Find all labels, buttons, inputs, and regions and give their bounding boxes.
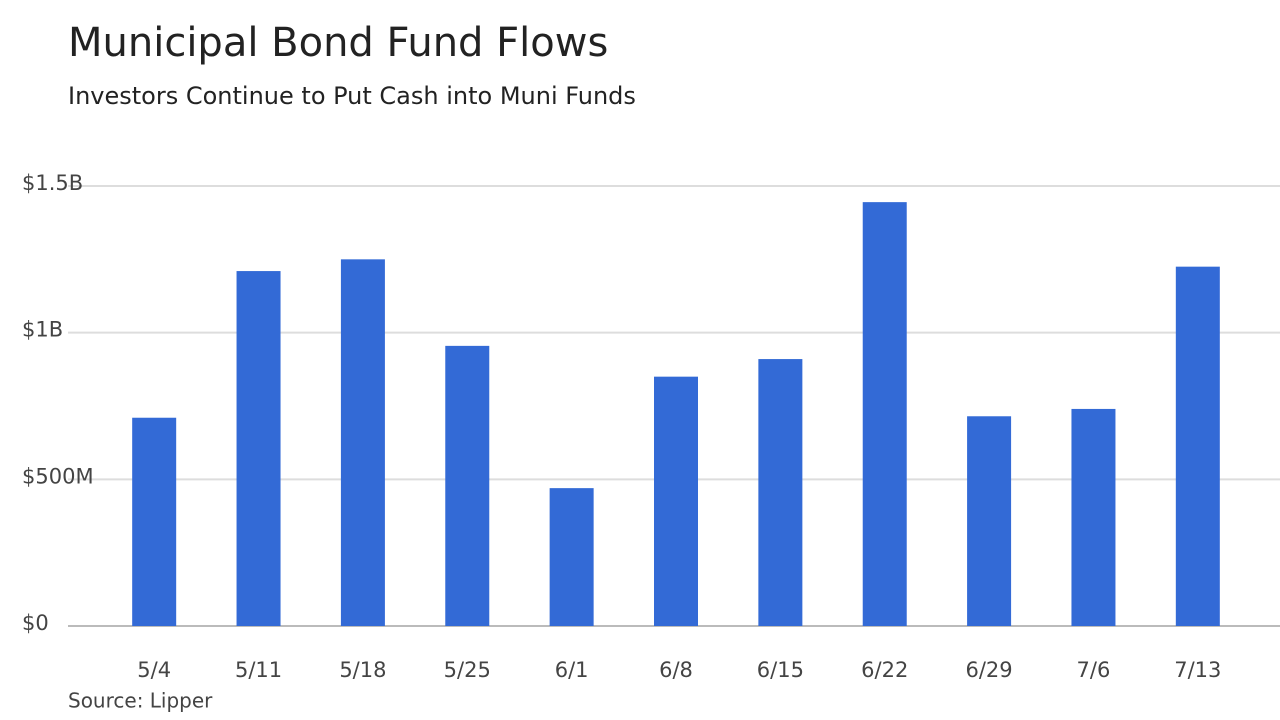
x-tick-label: 7/13 xyxy=(1174,658,1221,682)
y-tick-label: $1B xyxy=(22,318,63,342)
x-tick-label: 5/18 xyxy=(339,658,386,682)
x-tick-label: 6/15 xyxy=(757,658,804,682)
x-tick-label: 6/8 xyxy=(659,658,693,682)
x-tick-label: 6/29 xyxy=(966,658,1013,682)
bar xyxy=(549,488,594,626)
chart-title: Municipal Bond Fund Flows xyxy=(68,20,608,66)
x-tick-label: 6/22 xyxy=(861,658,908,682)
x-tick-label: 6/1 xyxy=(555,658,589,682)
bar xyxy=(758,359,803,626)
y-tick-label: $1.5B xyxy=(22,171,83,195)
bar xyxy=(862,202,907,626)
x-tick-label: 5/4 xyxy=(137,658,171,682)
y-tick-label: $500M xyxy=(22,464,94,488)
bar xyxy=(654,376,698,626)
bar xyxy=(132,417,177,626)
bar xyxy=(1175,266,1220,626)
chart-subtitle: Investors Continue to Put Cash into Muni… xyxy=(68,82,636,110)
x-tick-label: 5/11 xyxy=(235,658,282,682)
bar xyxy=(340,259,385,626)
x-tick-label: 7/6 xyxy=(1077,658,1111,682)
bar xyxy=(236,271,281,626)
x-tick-label: 5/25 xyxy=(444,658,491,682)
bar xyxy=(445,345,490,626)
source-note: Source: Lipper xyxy=(68,689,213,713)
bar xyxy=(967,416,1012,626)
y-tick-label: $0 xyxy=(22,611,49,635)
bar xyxy=(1071,408,1116,626)
